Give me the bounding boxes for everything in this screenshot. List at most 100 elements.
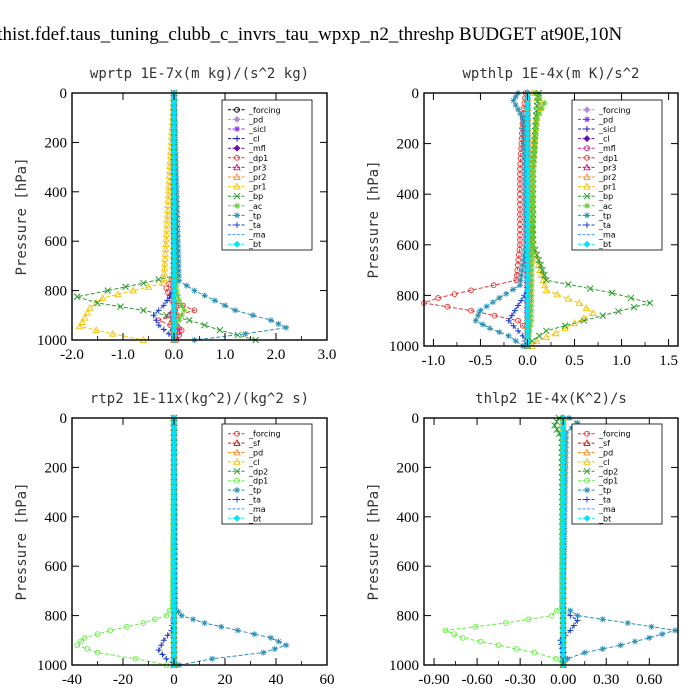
series-point [553,655,559,662]
series-point [283,642,290,649]
series-dp1 [442,415,567,668]
series-point [529,231,536,238]
series-point [468,307,474,314]
series-point [532,135,539,142]
series-point [191,287,198,294]
series-point [529,201,536,208]
y-tick-label: 200 [397,137,420,153]
legend-marker [233,457,241,465]
series-point [540,281,549,289]
series-point [532,140,539,147]
series-point [178,312,185,319]
series-point [529,211,536,218]
series-point [81,634,88,641]
series-point [535,256,543,264]
series-point [166,281,172,287]
series-point [78,318,86,325]
panel-title: rtp2 1E-11x(kg^2)/(kg^2 s) [90,391,309,407]
legend-marker [583,182,591,190]
series-point [160,637,167,644]
y-tick-label: 600 [397,559,420,575]
series-point [567,607,574,614]
y-axis-label: Pressure [hPa] [366,482,382,600]
series-point [520,125,527,132]
series-point [531,649,538,656]
series-point [73,293,81,301]
series-point [535,332,543,340]
legend-marker [234,212,240,219]
x-tick-label: 0.60 [636,672,662,688]
legend-marker [584,477,590,484]
legend-marker [233,173,241,180]
x-tick-label: 1.5 [659,353,678,369]
series-point [140,620,147,626]
series-point [175,257,182,264]
legend-entry: _pr3 [598,163,616,172]
x-tick-label: 3.0 [318,347,337,363]
y-tick-label: 600 [45,234,68,250]
legend-entry: _dp1 [248,154,268,163]
series-point [615,308,622,315]
series-point [176,297,183,304]
series-point [163,612,170,619]
legend-marker [234,496,240,503]
series-point [515,327,522,334]
series-point [218,623,225,630]
series-point [530,165,537,172]
legend-entry: _ta [248,221,261,230]
series-point [528,292,535,299]
series-point [570,622,577,629]
series-point [529,221,536,228]
series-point [533,120,540,127]
legend-marker [584,126,590,132]
series-point [74,642,80,649]
legend-marker [233,182,241,190]
series-point [553,290,562,298]
y-tick-label: 800 [397,609,420,625]
series-point [222,302,228,309]
series-point [275,638,282,645]
series-point [533,251,541,259]
x-tick-label: -40 [62,672,82,688]
series-point [489,299,496,306]
y-tick-label: 1000 [37,658,67,674]
legend-entry: _pd [248,115,263,124]
legend-marker [584,496,590,503]
series-point [159,651,166,658]
series-point [574,612,581,619]
legend-entry: _sicl [598,125,616,134]
series-point [165,330,172,337]
legend-entry: _sicl [248,125,266,134]
series-point [178,612,185,619]
series-point [553,426,561,433]
panel-title: wpthlp 1E-4x(m K)/s^2 [462,66,639,82]
series-point [519,120,526,127]
legend-marker [233,163,241,171]
series-point [528,262,535,269]
series-point [542,333,551,340]
series-line [422,92,528,346]
legend-marker [584,487,590,494]
series-point [175,608,182,615]
legend-entry: _cl [598,458,610,467]
legend-marker [233,144,241,152]
series-point [191,307,198,314]
series-point [75,322,84,330]
legend-entry: _sf [598,439,610,448]
series-bt [559,414,567,669]
y-tick-label: 1000 [389,658,419,674]
x-tick-label: -1.0 [422,353,446,369]
x-tick-label: -0.60 [461,672,492,688]
legend-marker [584,145,590,152]
series-point [483,303,490,310]
series-point [529,251,536,258]
legend-entry: _bt [248,240,261,249]
series-point [178,302,185,309]
legend-marker [234,202,240,209]
y-tick-label: 400 [397,510,420,526]
y-tick-label: 800 [397,288,420,304]
legend-entry: _cl [248,458,260,467]
series-point [153,317,160,324]
series-bt [524,89,531,350]
series-point [495,642,502,649]
